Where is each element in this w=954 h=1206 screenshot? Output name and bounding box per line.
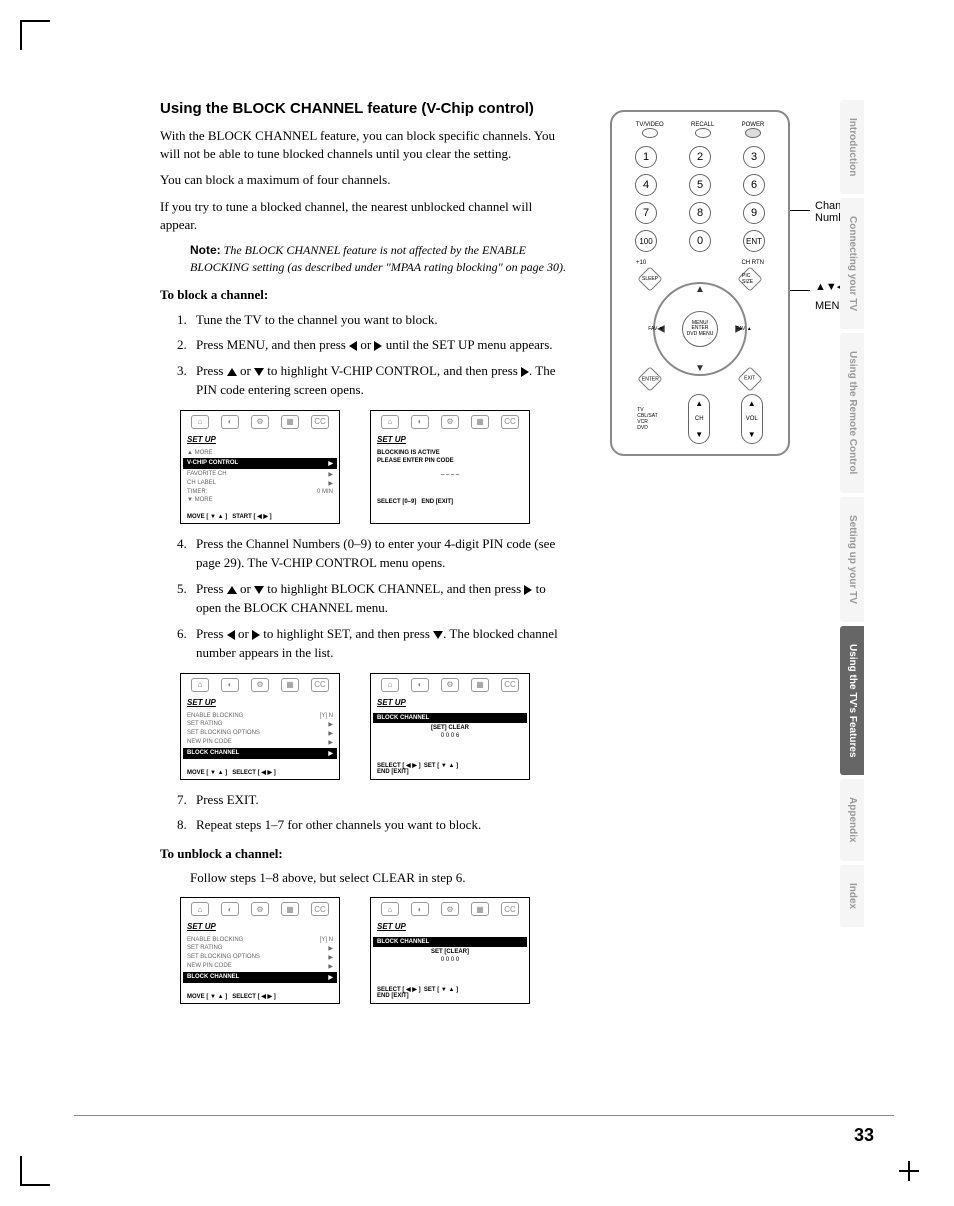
unblock-text: Follow steps 1–8 above, but select CLEAR… [190, 869, 570, 887]
osd-screen: ⌂◐⚙▦CC SET UP BLOCK CHANNEL [SET] CLEAR … [370, 673, 530, 780]
num-button: 6 [743, 174, 765, 196]
num-button: 100 [635, 230, 657, 252]
right-arrow-icon [521, 367, 529, 377]
block-steps-cont: Press the Channel Numbers (0–9) to enter… [190, 534, 570, 663]
down-arrow-icon [433, 631, 443, 639]
block-heading: To block a channel: [160, 286, 570, 304]
osd-screen: ⌂◐⚙▦CC SET UP BLOCK CHANNEL SET [CLEAR] … [370, 897, 530, 1004]
unblock-heading: To unblock a channel: [160, 845, 570, 863]
tab-remote: Using the Remote Control [840, 333, 864, 492]
right-arrow-icon [252, 630, 260, 640]
chapter-tabs: Introduction Connecting your TV Using th… [840, 100, 900, 931]
num-button: 5 [689, 174, 711, 196]
osd-screen: ⌂◐⚙▦CC SET UP ENABLE BLOCKING[Y] N SET R… [180, 897, 340, 1004]
block-steps: Tune the TV to the channel you want to b… [190, 310, 570, 400]
num-button: 0 [689, 230, 711, 252]
osd-icon: ⚙ [251, 415, 269, 429]
step: Repeat steps 1–7 for other channels you … [190, 815, 570, 835]
step: Press EXIT. [190, 790, 570, 810]
osd-screen: ⌂◐⚙▦CC SET UP ENABLE BLOCKING[Y] N SET R… [180, 673, 340, 780]
num-button: 8 [689, 202, 711, 224]
main-column: Using the BLOCK CHANNEL feature (V-Chip … [160, 100, 570, 1014]
up-arrow-icon [227, 368, 237, 376]
step: Press or to highlight BLOCK CHANNEL, and… [190, 579, 570, 618]
remote-diagram: TV/VIDEO RECALL POWER 1 2 3 4 5 6 7 8 9 … [610, 110, 870, 456]
dpad: SLEEP PIC SIZE ENTER EXIT ▲▼◀▶ FAV ▼ FAV… [645, 274, 755, 384]
step: Press MENU, and then press or until the … [190, 335, 570, 355]
screen-row-2: ⌂◐⚙▦CC SET UP ENABLE BLOCKING[Y] N SET R… [180, 673, 570, 780]
screen-row-3: ⌂◐⚙▦CC SET UP ENABLE BLOCKING[Y] N SET R… [180, 897, 570, 1004]
remote-control: TV/VIDEO RECALL POWER 1 2 3 4 5 6 7 8 9 … [610, 110, 790, 456]
step: Press or to highlight V-CHIP CONTROL, an… [190, 361, 570, 400]
num-button: 7 [635, 202, 657, 224]
osd-screen: ⌂◐⚙▦CC SET UP ▲ MORE V-CHIP CONTROL▶ FAV… [180, 410, 340, 524]
menu-button: MENU/ENTERDVD MENU [682, 311, 718, 347]
block-steps-end: Press EXIT. Repeat steps 1–7 for other c… [190, 790, 570, 835]
step: Press or to highlight SET, and then pres… [190, 624, 570, 663]
note: Note: The BLOCK CHANNEL feature is not a… [190, 242, 570, 276]
ent-button: ENT [743, 230, 765, 252]
crop-mark [899, 1161, 919, 1181]
note-label: Note: [190, 243, 221, 257]
tab-features: Using the TV's Features [840, 626, 864, 776]
intro-para: You can block a maximum of four channels… [160, 171, 570, 189]
page-number: 33 [854, 1125, 874, 1146]
osd-title: SET UP [181, 433, 339, 446]
osd-icon: ▦ [281, 415, 299, 429]
tab-appendix: Appendix [840, 779, 864, 861]
osd-icons: ⌂ ◐ ⚙ ▦ CC [181, 411, 339, 433]
up-arrow-icon [227, 586, 237, 594]
osd-icon: ⌂ [191, 415, 209, 429]
tab-introduction: Introduction [840, 100, 864, 194]
footer-rule [74, 1115, 894, 1116]
device-list: TVCBL/SATVCRDVD [637, 407, 657, 431]
down-arrow-icon [254, 586, 264, 594]
tab-setting-up: Setting up your TV [840, 497, 864, 622]
num-button: 1 [635, 146, 657, 168]
num-button: 9 [743, 202, 765, 224]
crop-mark [20, 1156, 50, 1186]
page-content: Using the BLOCK CHANNEL feature (V-Chip … [160, 100, 880, 1014]
screen-row-1: ⌂◐⚙▦CC SET UP ▲ MORE V-CHIP CONTROL▶ FAV… [180, 410, 570, 524]
step: Press the Channel Numbers (0–9) to enter… [190, 534, 570, 573]
intro-para: If you try to tune a blocked channel, th… [160, 198, 570, 234]
osd-icon: ◐ [221, 415, 239, 429]
section-heading: Using the BLOCK CHANNEL feature (V-Chip … [160, 100, 570, 117]
left-arrow-icon [227, 630, 235, 640]
number-pad: 1 2 3 4 5 6 7 8 9 100 0 ENT [622, 146, 778, 252]
crop-mark [20, 20, 50, 50]
osd-screen: ⌂◐⚙▦CC SET UP BLOCKING IS ACTIVE PLEASE … [370, 410, 530, 524]
note-text: The BLOCK CHANNEL feature is not affecte… [190, 243, 566, 274]
intro-para: With the BLOCK CHANNEL feature, you can … [160, 127, 570, 163]
num-button: 3 [743, 146, 765, 168]
num-button: 4 [635, 174, 657, 196]
down-arrow-icon [254, 368, 264, 376]
left-arrow-icon [349, 341, 357, 351]
step: Tune the TV to the channel you want to b… [190, 310, 570, 330]
num-button: 2 [689, 146, 711, 168]
tab-connecting: Connecting your TV [840, 198, 864, 329]
osd-icon: CC [311, 415, 329, 429]
tab-index: Index [840, 865, 864, 927]
